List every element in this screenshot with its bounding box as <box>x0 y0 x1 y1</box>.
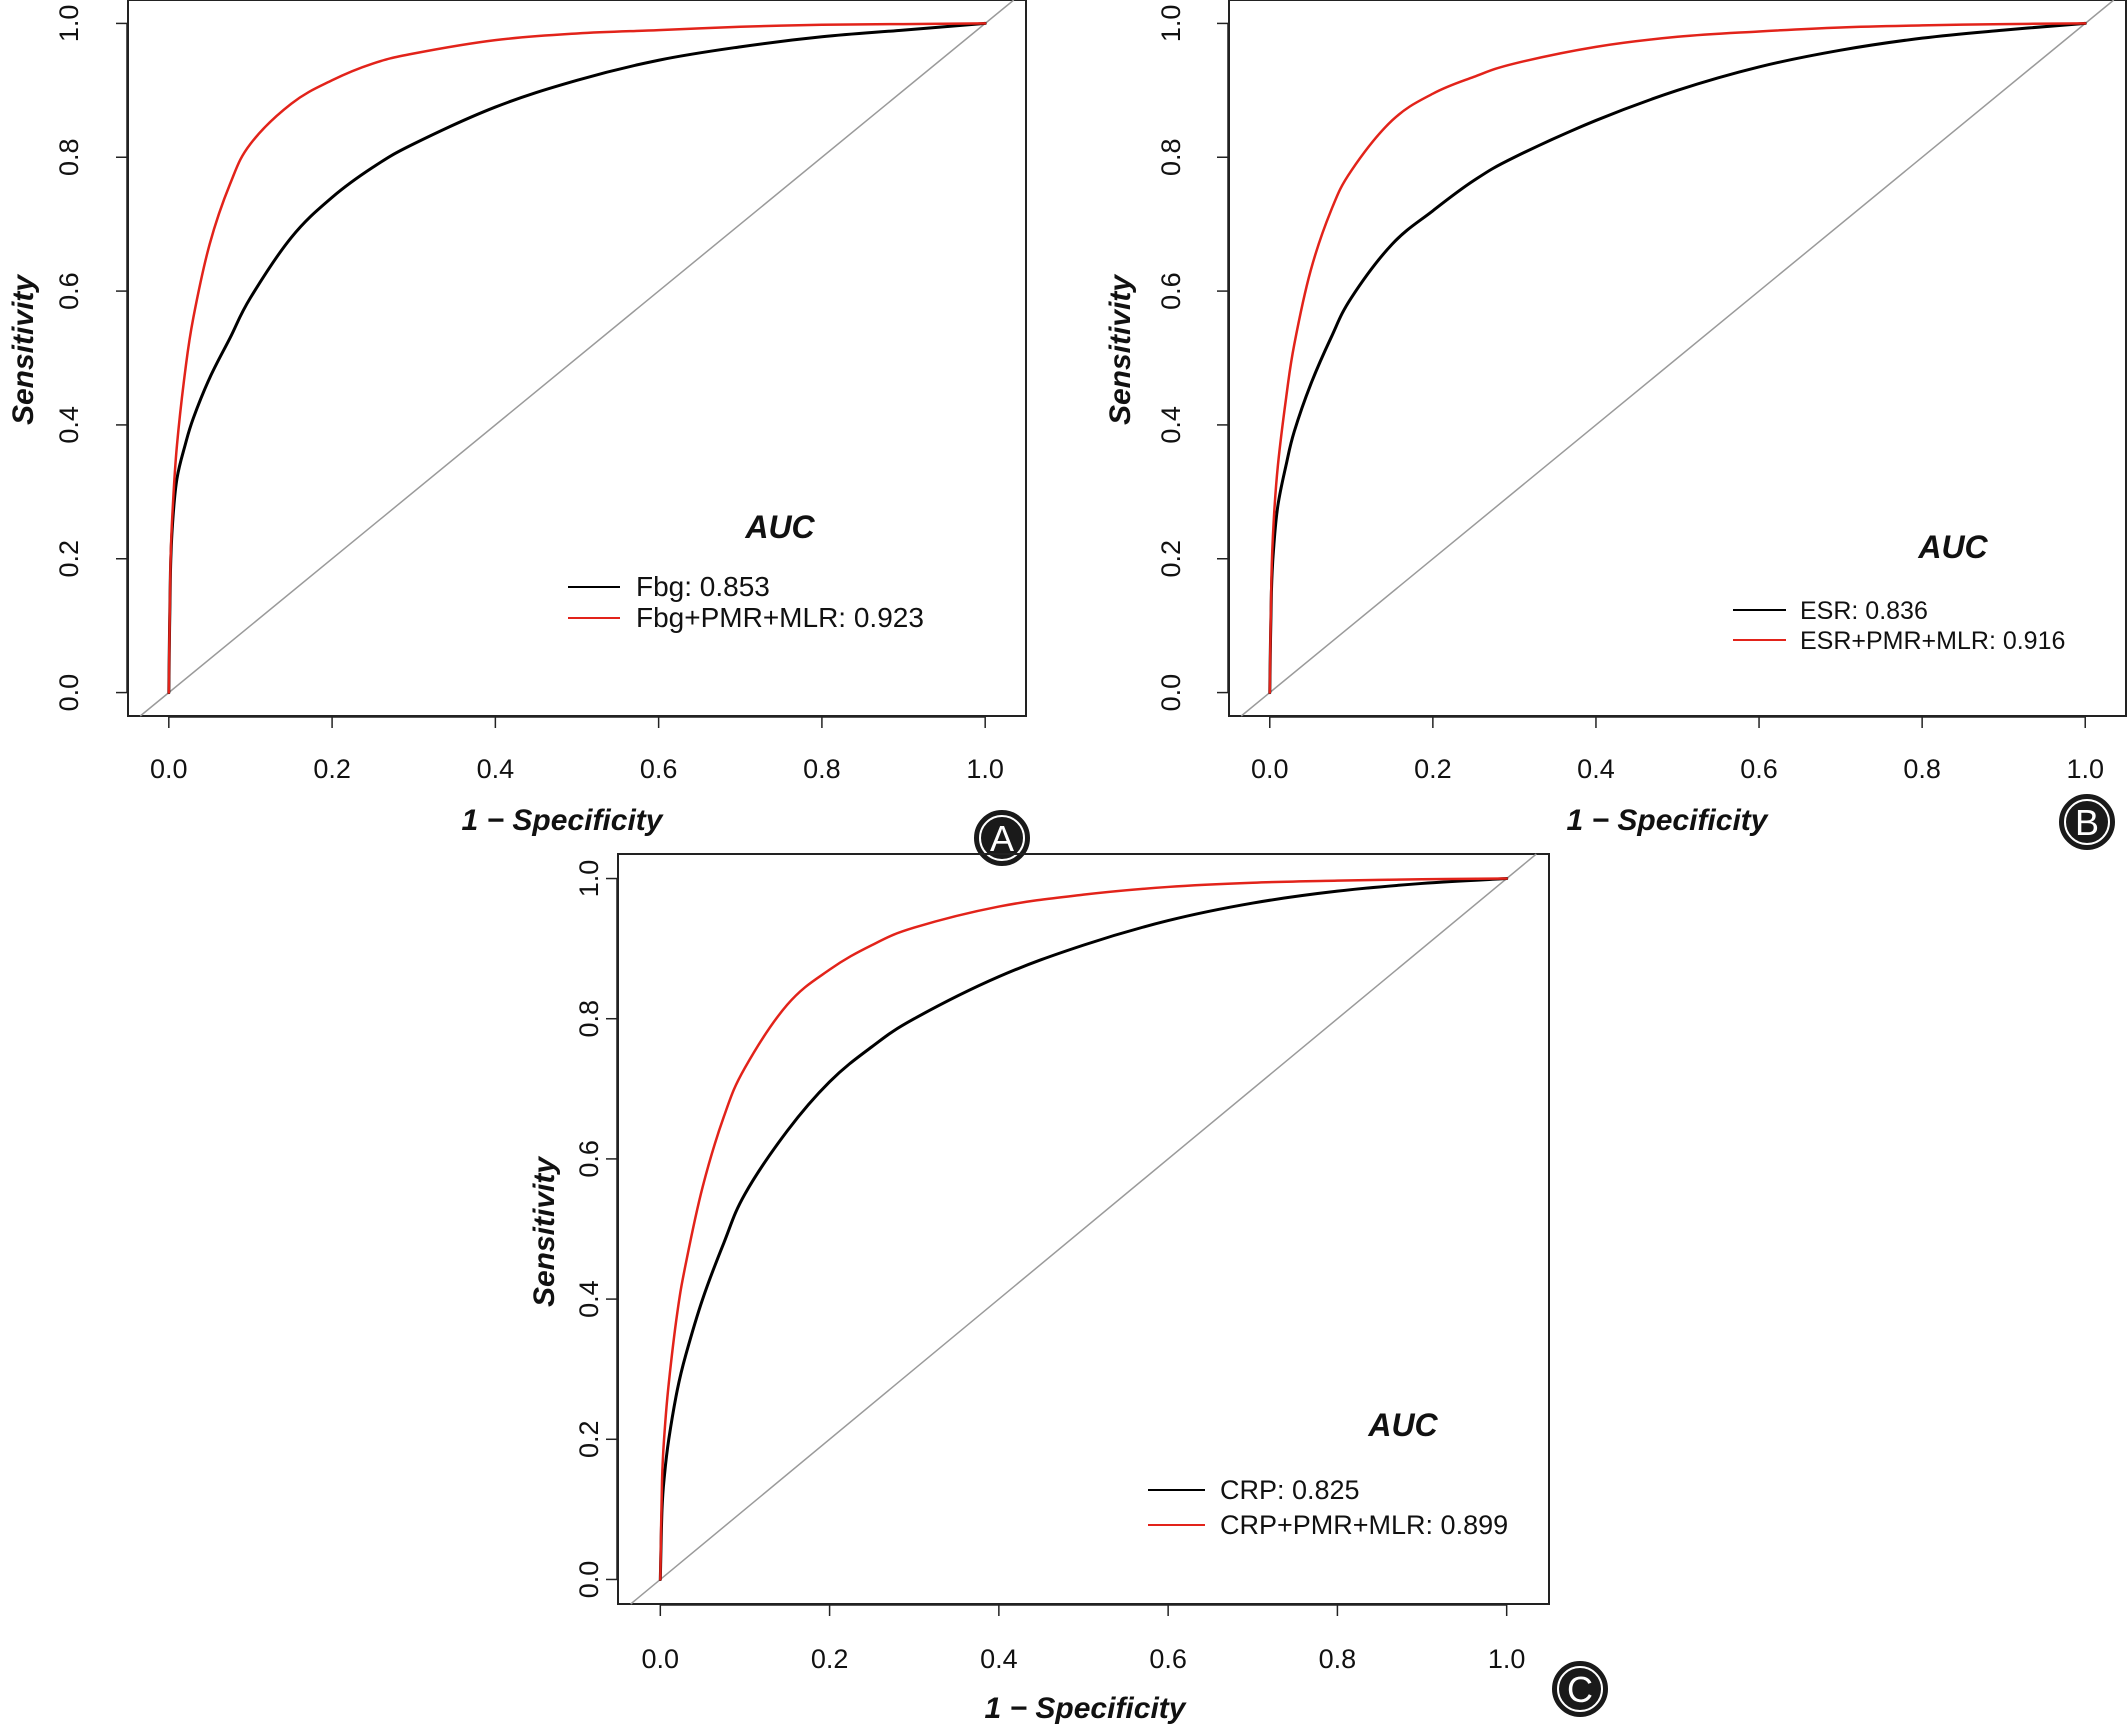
y-tick-label: 0.6 <box>574 1140 604 1178</box>
x-tick-label: 0.2 <box>811 1644 849 1674</box>
roc-curve-single-marker <box>658 877 1509 1581</box>
y-axis: 0.0 0.2 0.4 0.6 0.8 1.0 <box>54 5 128 712</box>
x-tick-label: 0.6 <box>1740 754 1778 784</box>
y-tick-label: 0.0 <box>54 674 84 712</box>
y-tick-label: 0.4 <box>54 406 84 444</box>
badge-ring <box>979 815 1025 861</box>
x-tick-label: 0.0 <box>1251 754 1289 784</box>
x-tick-label: 0.8 <box>1903 754 1941 784</box>
badge-label: B <box>2075 802 2099 843</box>
roc-curve-combined-model <box>1268 22 2087 694</box>
x-tick-label: 0.2 <box>313 754 351 784</box>
x-tick-label: 0.4 <box>1577 754 1615 784</box>
legend: CRP: 0.825 CRP+PMR+MLR: 0.899 <box>1148 1475 1508 1540</box>
legend-entry-esr: ESR: 0.836 <box>1800 597 1928 625</box>
x-tick-label: 1.0 <box>966 754 1004 784</box>
x-axis: 0.0 0.2 0.4 0.6 0.8 1.0 <box>642 1604 1526 1674</box>
reference-diagonal <box>630 853 1537 1605</box>
legend-entry-fbg: Fbg: 0.853 <box>636 571 770 602</box>
y-axis-title: Sensitivity <box>528 1156 561 1307</box>
reference-line <box>630 853 1537 1605</box>
x-axis-title: 1 − Specificity <box>985 1692 1187 1725</box>
badge-circle <box>2059 794 2115 850</box>
roc-curve-single-marker <box>167 21 987 695</box>
panel-badge: B <box>2059 794 2115 850</box>
legend-entry-crp-combined: CRP+PMR+MLR: 0.899 <box>1220 1510 1508 1540</box>
x-tick-label: 0.4 <box>980 1644 1018 1674</box>
x-tick-label: 0.6 <box>640 754 678 784</box>
panel-badge: A <box>974 810 1030 866</box>
x-tick-label: 0.8 <box>803 754 841 784</box>
plot-frame <box>1228 0 2127 717</box>
y-tick-label: 0.0 <box>1156 674 1186 712</box>
x-axis: 0.0 0.2 0.4 0.6 0.8 1.0 <box>150 716 1004 784</box>
series-group <box>167 21 987 695</box>
legend-entry-esr-combined: ESR+PMR+MLR: 0.916 <box>1800 627 2065 655</box>
y-tick-label: 0.4 <box>574 1280 604 1318</box>
panel-a: 0.0 0.2 0.4 0.6 0.8 1.0 0.0 0.2 0.4 0.6 0.8 1.0 1 … <box>7 0 1030 866</box>
roc-curve-single-marker <box>1268 21 2087 695</box>
legend-entry-crp: CRP: 0.825 <box>1220 1475 1360 1505</box>
x-tick-label: 0.6 <box>1149 1644 1187 1674</box>
panel-badge: C <box>1552 1661 1608 1717</box>
x-tick-label: 1.0 <box>2066 754 2104 784</box>
badge-circle <box>974 810 1030 866</box>
plot-frame <box>127 0 1027 717</box>
y-tick-label: 0.4 <box>1156 406 1186 444</box>
badge-circle <box>1552 1661 1608 1717</box>
legend: Fbg: 0.853 Fbg+PMR+MLR: 0.923 <box>568 571 924 633</box>
y-tick-label: 1.0 <box>54 5 84 43</box>
y-tick-label: 0.8 <box>1156 138 1186 176</box>
y-tick-label: 0.6 <box>1156 272 1186 310</box>
x-axis-title: 1 − Specificity <box>462 804 664 837</box>
y-axis-title: Sensitivity <box>7 274 40 425</box>
x-axis-title: 1 − Specificity <box>1567 804 1769 837</box>
badge-ring <box>2064 799 2110 845</box>
series-group <box>1268 21 2087 695</box>
y-tick-label: 1.0 <box>1156 5 1186 43</box>
y-axis: 0.0 0.2 0.4 0.6 0.8 1.0 <box>574 860 618 1598</box>
reference-line <box>139 0 1015 717</box>
badge-label: C <box>1567 1669 1593 1710</box>
y-tick-label: 0.8 <box>574 1000 604 1038</box>
panel-b: 0.0 0.2 0.4 0.6 0.8 1.0 0.0 0.2 0.4 0.6 0.8 1.0 1 … <box>1104 0 2127 850</box>
y-axis: 0.0 0.2 0.4 0.6 0.8 1.0 <box>1156 5 1229 712</box>
x-tick-label: 0.0 <box>150 754 188 784</box>
x-tick-label: 1.0 <box>1488 1644 1526 1674</box>
x-tick-label: 0.8 <box>1319 1644 1357 1674</box>
series-group <box>658 877 1509 1581</box>
badge-label: A <box>990 818 1014 859</box>
y-axis-title: Sensitivity <box>1104 274 1137 425</box>
x-tick-label: 0.0 <box>642 1644 680 1674</box>
y-tick-label: 1.0 <box>574 860 604 898</box>
y-tick-label: 0.2 <box>574 1421 604 1459</box>
y-tick-label: 0.8 <box>54 138 84 176</box>
y-tick-label: 0.2 <box>1156 540 1186 578</box>
x-tick-label: 0.4 <box>477 754 515 784</box>
roc-curve-combined-model <box>167 22 987 694</box>
y-tick-label: 0.0 <box>574 1561 604 1599</box>
legend-title: AUC <box>744 509 815 545</box>
plot-frame <box>617 853 1550 1605</box>
legend-entry-fbg-combined: Fbg+PMR+MLR: 0.923 <box>636 602 924 633</box>
y-tick-label: 0.6 <box>54 272 84 310</box>
reference-line <box>1240 0 2115 717</box>
reference-diagonal <box>1240 0 2115 717</box>
x-axis: 0.0 0.2 0.4 0.6 0.8 1.0 <box>1251 716 2104 784</box>
panel-c: 0.0 0.2 0.4 0.6 0.8 1.0 0.0 0.2 0.4 0.6 0.8 1.0 1 … <box>528 853 1608 1725</box>
legend-title: AUC <box>1917 529 1988 565</box>
roc-curve-combined-model <box>659 877 1508 1581</box>
y-tick-label: 0.2 <box>54 540 84 578</box>
legend: ESR: 0.836 ESR+PMR+MLR: 0.916 <box>1733 597 2065 655</box>
badge-ring <box>1557 1666 1603 1712</box>
legend-title: AUC <box>1367 1407 1438 1443</box>
x-tick-label: 0.2 <box>1414 754 1452 784</box>
reference-diagonal <box>139 0 1015 717</box>
